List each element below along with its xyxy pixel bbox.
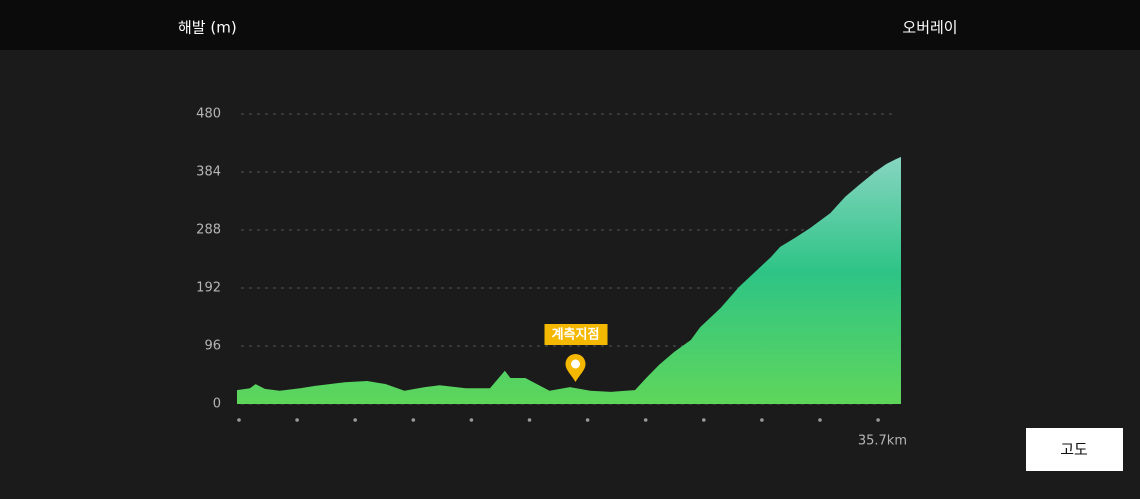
- axis-dot: [702, 418, 706, 422]
- elevation-area: [237, 156, 901, 404]
- y-tick-label: 192: [196, 281, 221, 296]
- marker-label-bg: [544, 324, 608, 345]
- y-tick-label: 288: [196, 223, 221, 238]
- x-tick-label: 35.7km: [858, 434, 907, 449]
- y-tick-label: 480: [196, 107, 221, 122]
- y-axis-title: 해발 (m): [178, 19, 237, 37]
- axis-dot: [818, 418, 822, 422]
- y-tick-label: 96: [204, 339, 221, 354]
- marker-pin-dot: [571, 359, 581, 369]
- axis-dot: [469, 418, 474, 422]
- axis-dot: [876, 418, 880, 422]
- altitude-button-label[interactable]: 고도: [1060, 441, 1088, 459]
- axis-dot: [585, 418, 590, 422]
- axis-dot: [527, 418, 532, 422]
- axis-dot: [760, 418, 764, 422]
- axis-dot: [295, 418, 299, 422]
- axis-dot: [237, 418, 241, 422]
- axis-dot: [643, 418, 648, 422]
- y-tick-label: 384: [196, 165, 221, 180]
- top-bar: [0, 0, 1140, 50]
- altitude-button[interactable]: [1026, 428, 1123, 471]
- overlay-toggle[interactable]: 오버레이: [902, 19, 957, 37]
- marker-label: 계측지점: [552, 327, 600, 343]
- y-tick-label: 0: [213, 397, 221, 412]
- axis-dot: [353, 418, 358, 422]
- axis-dot: [411, 418, 416, 422]
